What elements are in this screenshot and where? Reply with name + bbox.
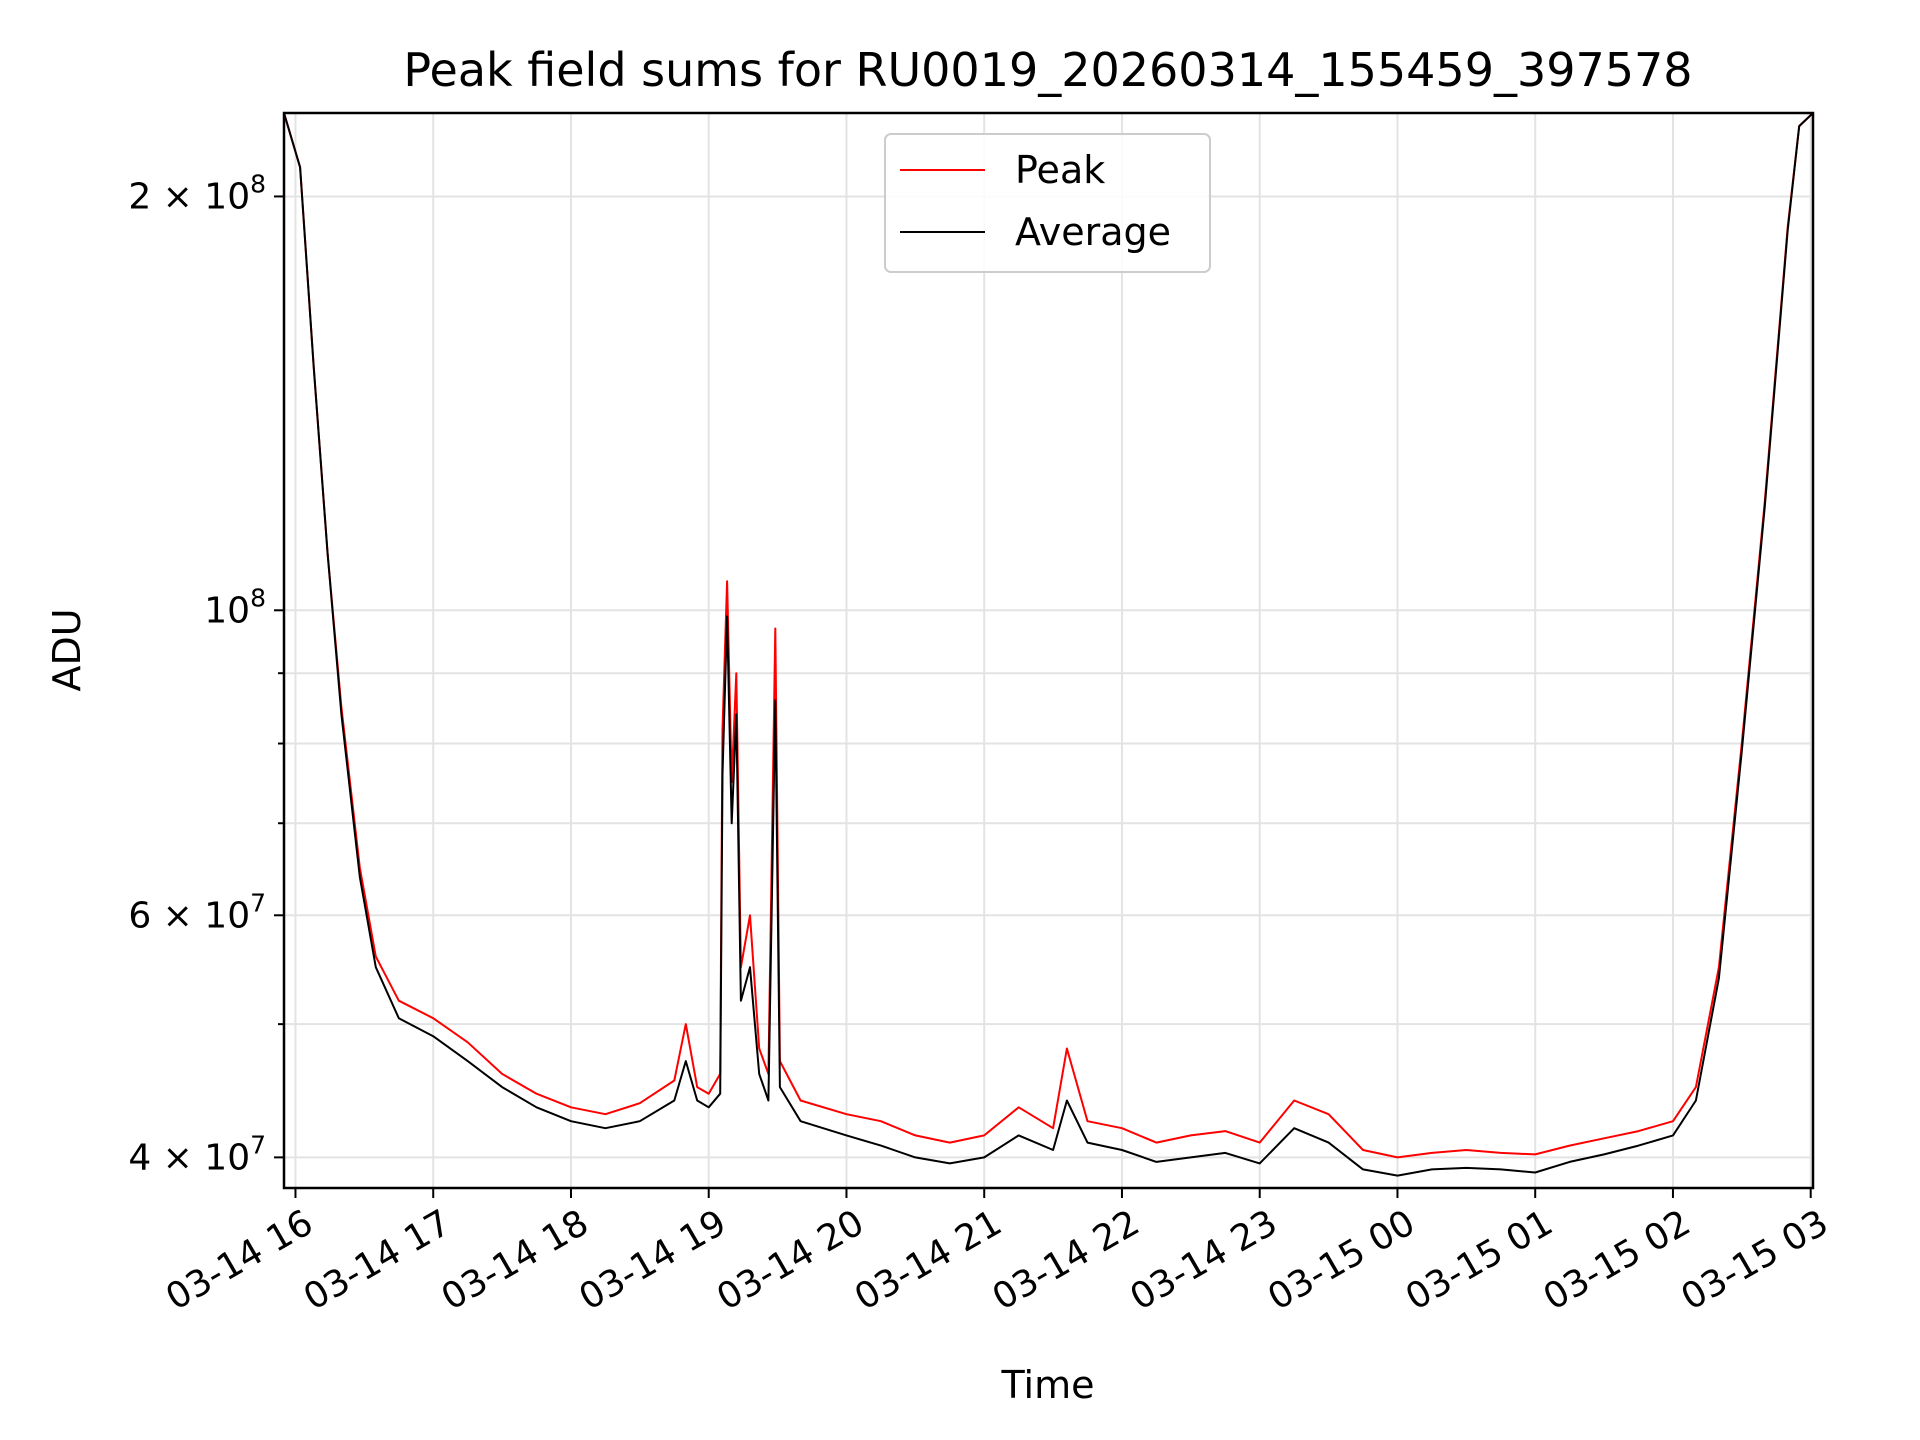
y-axis-label: ADU <box>45 608 89 691</box>
y-tick-label: 4 × 107 <box>128 1130 266 1178</box>
x-tick-label: 03-14 21 <box>848 1202 1009 1318</box>
y-tick-label: 108 <box>204 583 266 631</box>
x-tick-label: 03-15 03 <box>1675 1202 1836 1318</box>
series-line-average <box>283 112 1814 1177</box>
legend: Peak Average <box>884 133 1211 273</box>
x-tick-label: 03-14 23 <box>1124 1202 1285 1318</box>
y-tick-label: 2 × 108 <box>128 169 266 217</box>
y-axis-ticks: 4 × 107 6 × 107 108 2 × 108 <box>128 169 284 1178</box>
legend-label-peak: Peak <box>1015 148 1105 192</box>
x-tick-label: 03-14 17 <box>297 1202 458 1318</box>
y-tick-label: 6 × 107 <box>128 888 266 936</box>
plot-area-frame <box>282 111 1815 1190</box>
legend-label-average: Average <box>1015 210 1171 254</box>
x-tick-label: 03-14 20 <box>710 1202 871 1318</box>
x-tick-label: 03-14 19 <box>573 1202 734 1318</box>
chart-title: Peak field sums for RU0019_20260314_1554… <box>403 43 1692 97</box>
x-tick-label: 03-15 00 <box>1261 1202 1422 1318</box>
series-line-peak <box>283 112 1814 1159</box>
series-lines <box>283 112 1814 1177</box>
x-axis-label: Time <box>1001 1363 1095 1407</box>
x-tick-label: 03-14 16 <box>159 1202 320 1318</box>
x-tick-label: 03-15 02 <box>1537 1202 1698 1318</box>
x-tick-label: 03-15 01 <box>1399 1202 1560 1318</box>
x-tick-label: 03-14 22 <box>986 1202 1147 1318</box>
x-tick-label: 03-14 18 <box>435 1202 596 1318</box>
grid-lines <box>284 113 1813 1188</box>
legend-box <box>884 133 1211 273</box>
